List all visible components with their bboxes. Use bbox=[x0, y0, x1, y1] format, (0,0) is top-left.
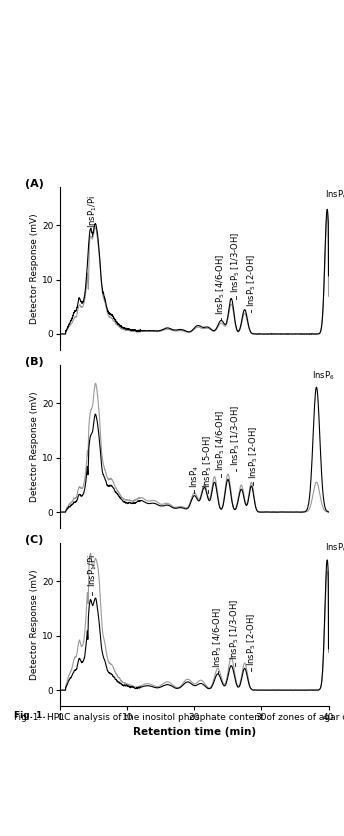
Text: (C): (C) bbox=[25, 535, 44, 545]
Text: InsP$_5$ [2-OH]: InsP$_5$ [2-OH] bbox=[245, 613, 258, 665]
Y-axis label: Detector Response (mV): Detector Response (mV) bbox=[30, 213, 39, 324]
Y-axis label: Detector Response (mV): Detector Response (mV) bbox=[30, 391, 39, 502]
Text: InsP$_1$/Pi: InsP$_1$/Pi bbox=[86, 554, 99, 587]
Text: InsP$_4$: InsP$_4$ bbox=[188, 465, 201, 487]
Text: InsP$_5$ [4/6-OH]: InsP$_5$ [4/6-OH] bbox=[215, 254, 227, 315]
Text: InsP$_5$ [5-OH]: InsP$_5$ [5-OH] bbox=[202, 435, 214, 487]
Text: InsP$_5$ [1/3-OH]: InsP$_5$ [1/3-OH] bbox=[230, 232, 242, 293]
Text: Fig. 1.  HPLC analysis of the inositol phosphate content of zones of agar of PSM: Fig. 1. HPLC analysis of the inositol ph… bbox=[14, 713, 344, 722]
Y-axis label: Detector Response (mV): Detector Response (mV) bbox=[30, 569, 39, 681]
Text: InsP$_5$ [1/3-OH]: InsP$_5$ [1/3-OH] bbox=[230, 405, 242, 466]
Text: InsP$_1$/Pi: InsP$_1$/Pi bbox=[86, 196, 99, 228]
Text: Fig. 1.: Fig. 1. bbox=[14, 711, 52, 720]
Text: InsP$_5$ [2-OH]: InsP$_5$ [2-OH] bbox=[247, 426, 260, 480]
Text: InsP$_6$: InsP$_6$ bbox=[312, 370, 334, 381]
Text: InsP$_6$: InsP$_6$ bbox=[325, 188, 344, 201]
Text: InsP$_5$ [1/3-OH]: InsP$_5$ [1/3-OH] bbox=[228, 599, 241, 660]
X-axis label: Retention time (min): Retention time (min) bbox=[133, 726, 256, 737]
Text: InsP$_5$ [2-OH]: InsP$_5$ [2-OH] bbox=[245, 254, 258, 307]
Text: InsP$_5$ [4/6-OH]: InsP$_5$ [4/6-OH] bbox=[215, 410, 227, 472]
Text: (B): (B) bbox=[25, 357, 44, 367]
Text: InsP$_6$: InsP$_6$ bbox=[325, 542, 344, 554]
Text: InsP$_5$ [4/6-OH]: InsP$_5$ [4/6-OH] bbox=[212, 607, 224, 669]
Text: (A): (A) bbox=[25, 179, 44, 189]
